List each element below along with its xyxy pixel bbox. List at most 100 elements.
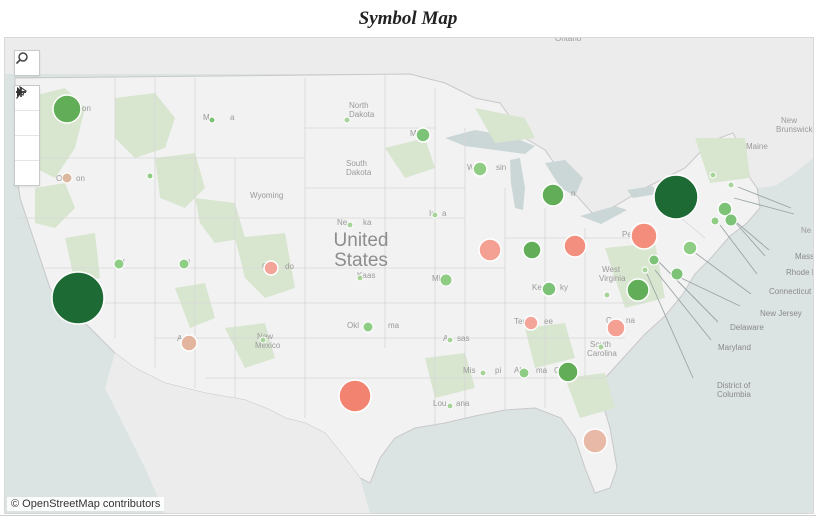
map-toolbar <box>14 85 40 186</box>
map-label: ky <box>560 283 568 292</box>
symbol-new-mexico[interactable] <box>259 336 267 344</box>
symbol-minnesota[interactable] <box>415 127 431 143</box>
zoom-out-button[interactable] <box>15 91 39 136</box>
symbol-indiana[interactable] <box>522 240 542 260</box>
symbol-west-virginia[interactable] <box>603 291 611 299</box>
mexico-landmass <box>105 353 370 513</box>
map-label: G <box>554 366 560 375</box>
symbol-new-york[interactable] <box>653 174 699 220</box>
symbol-connecticut[interactable] <box>710 216 720 226</box>
map-label: a <box>442 209 447 218</box>
callout-label: Connecticut <box>769 287 812 296</box>
symbol-mississippi[interactable] <box>479 369 487 377</box>
map-label: Ke <box>532 283 542 292</box>
map-label: Mi <box>432 274 441 283</box>
lake-superior <box>445 130 535 154</box>
callout-line <box>693 251 752 295</box>
symbol-california[interactable] <box>51 271 105 325</box>
callout-label: Delaware <box>730 323 764 332</box>
symbol-colorado[interactable] <box>263 260 279 276</box>
map-label: as <box>367 271 375 280</box>
map-label: ee <box>544 317 553 326</box>
map-label: Maine <box>746 142 768 151</box>
symbol-nevada[interactable] <box>146 172 154 180</box>
map-label: Lou <box>433 399 446 408</box>
symbol-florida[interactable] <box>582 428 608 454</box>
map-label: na <box>626 316 635 325</box>
map-label: Mis <box>463 366 475 375</box>
symbol-rhode-island[interactable] <box>724 213 738 227</box>
map-label: Virginia <box>599 274 626 283</box>
lake-huron <box>545 160 583 196</box>
symbol-utah[interactable] <box>113 258 125 270</box>
symbol-vermont[interactable] <box>709 171 717 179</box>
symbol-dc[interactable] <box>641 266 649 274</box>
symbol-louisiana[interactable] <box>446 402 454 410</box>
symbol-virginia[interactable] <box>626 278 650 302</box>
symbol-alabama[interactable] <box>518 367 530 379</box>
map-label: Carolina <box>587 349 617 358</box>
symbol-texas[interactable] <box>338 379 372 413</box>
symbol-south-carolina[interactable] <box>597 343 605 351</box>
callout-line <box>733 197 795 215</box>
map-label: Wi <box>467 163 477 172</box>
play-icon <box>17 87 23 97</box>
symbol-north-carolina[interactable] <box>606 318 626 338</box>
map-label: on <box>76 174 85 183</box>
pin-button[interactable] <box>15 86 39 161</box>
symbol-ohio[interactable] <box>563 234 587 258</box>
symbol-idaho[interactable] <box>178 258 190 270</box>
map-label: sas <box>457 334 469 343</box>
symbol-illinois[interactable] <box>478 238 502 262</box>
country-label-line2: States <box>334 250 388 271</box>
symbol-washington[interactable] <box>52 94 82 124</box>
symbol-iowa[interactable] <box>431 211 439 219</box>
search-icon <box>15 52 28 65</box>
symbol-wisconsin[interactable] <box>472 161 488 177</box>
map-canvas[interactable]: OntarioNorthDakotaSouthDakotaMirWisinMin… <box>5 38 813 513</box>
callout-label: New Jersey <box>760 309 802 318</box>
symbol-georgia[interactable] <box>557 361 579 383</box>
canada-landmass <box>5 38 813 216</box>
symbol-tennessee[interactable] <box>523 315 539 331</box>
callout-line <box>646 273 694 379</box>
map-label: sin <box>496 163 506 172</box>
symbol-pennsylvania[interactable] <box>630 222 658 250</box>
map-search-button[interactable] <box>14 50 40 76</box>
symbol-michigan[interactable] <box>541 183 565 207</box>
map-label: South <box>346 159 367 168</box>
symbol-nebraska[interactable] <box>346 221 354 229</box>
symbol-kansas[interactable] <box>356 274 364 282</box>
callout-line <box>719 224 758 275</box>
map-label: Dakota <box>346 168 372 177</box>
callout-line <box>734 221 766 257</box>
map-label: Okl <box>347 321 359 330</box>
symbol-north-dakota[interactable] <box>343 116 351 124</box>
map-label: North <box>349 101 369 110</box>
symbol-kentucky[interactable] <box>541 281 557 297</box>
symbol-montana[interactable] <box>208 116 216 124</box>
symbol-new-hampshire[interactable] <box>727 181 735 189</box>
symbol-arizona[interactable] <box>180 334 198 352</box>
expand-toolbar-button[interactable] <box>15 87 39 185</box>
map-title: Symbol Map <box>358 8 458 29</box>
symbol-layer[interactable] <box>51 94 738 454</box>
symbol-oregon[interactable] <box>61 172 73 184</box>
map-attribution[interactable]: © OpenStreetMap contributors <box>7 497 165 511</box>
map-label: Ter <box>514 317 525 326</box>
symbol-delaware[interactable] <box>670 267 684 281</box>
map-label: n <box>571 189 575 198</box>
symbol-maryland[interactable] <box>648 254 660 266</box>
symbol-missouri[interactable] <box>439 273 453 287</box>
callout-line <box>658 261 719 323</box>
symbol-oklahoma[interactable] <box>362 321 374 333</box>
map-label: ma <box>536 366 548 375</box>
map-label: Ne <box>801 226 812 235</box>
symbol-massachusetts[interactable] <box>717 201 733 217</box>
symbol-new-jersey[interactable] <box>682 240 698 256</box>
symbol-arkansas[interactable] <box>446 336 454 344</box>
symbol-map[interactable]: OntarioNorthDakotaSouthDakotaMirWisinMin… <box>4 37 814 514</box>
map-label: Pen <box>622 230 636 239</box>
map-label: Mexico <box>255 341 281 350</box>
map-label: Ne <box>337 218 348 227</box>
